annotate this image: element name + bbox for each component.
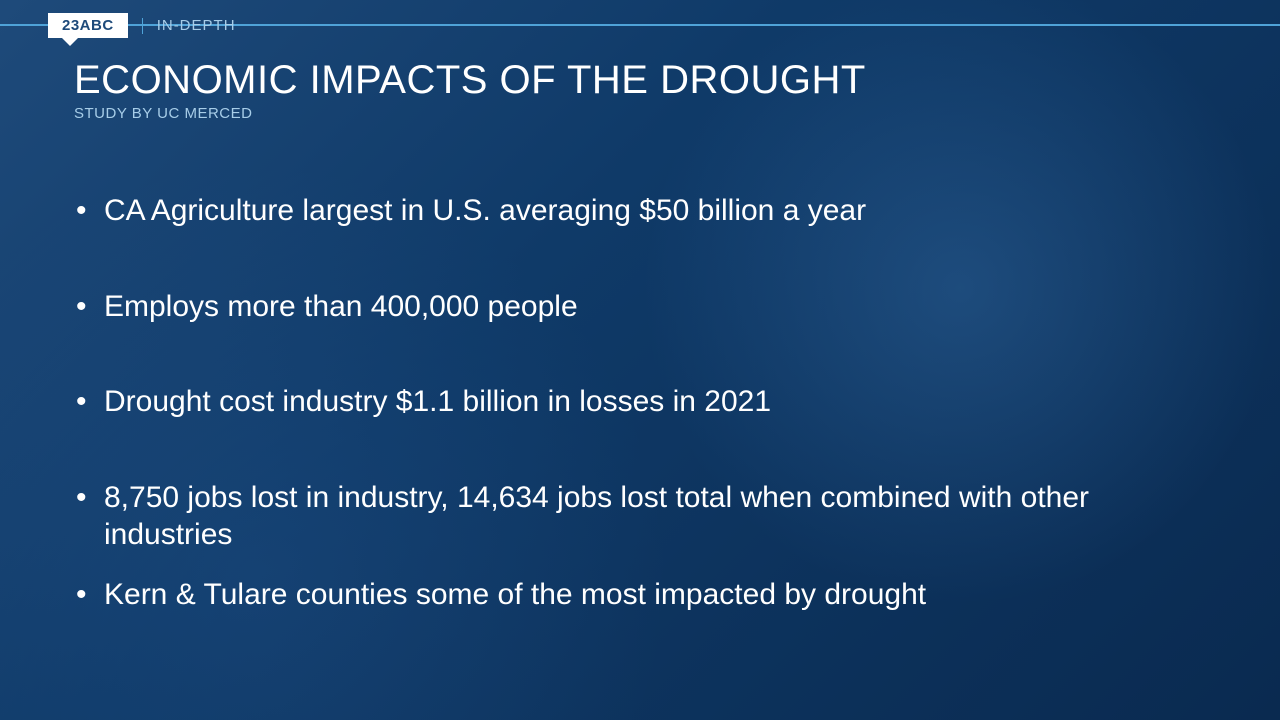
slide-container: 23ABC IN-DEPTH ECONOMIC IMPACTS OF THE D… xyxy=(0,0,1280,720)
bullet-item: Employs more than 400,000 people xyxy=(74,288,1220,326)
station-tag: 23ABC xyxy=(48,13,128,38)
bullet-list: CA Agriculture largest in U.S. averaging… xyxy=(74,192,1220,613)
bullet-item: Drought cost industry $1.1 billion in lo… xyxy=(74,383,1220,421)
title-block: ECONOMIC IMPACTS OF THE DROUGHT STUDY BY… xyxy=(74,58,866,122)
tag-divider xyxy=(142,18,143,34)
bullet-item: 8,750 jobs lost in industry, 14,634 jobs… xyxy=(74,479,1220,554)
page-subtitle: STUDY BY UC MERCED xyxy=(74,105,866,122)
header-tag-group: 23ABC IN-DEPTH xyxy=(48,13,236,38)
bullet-item: CA Agriculture largest in U.S. averaging… xyxy=(74,192,1220,230)
page-title: ECONOMIC IMPACTS OF THE DROUGHT xyxy=(74,58,866,103)
bullet-item: Kern & Tulare counties some of the most … xyxy=(74,576,1220,614)
section-tag: IN-DEPTH xyxy=(157,17,236,34)
